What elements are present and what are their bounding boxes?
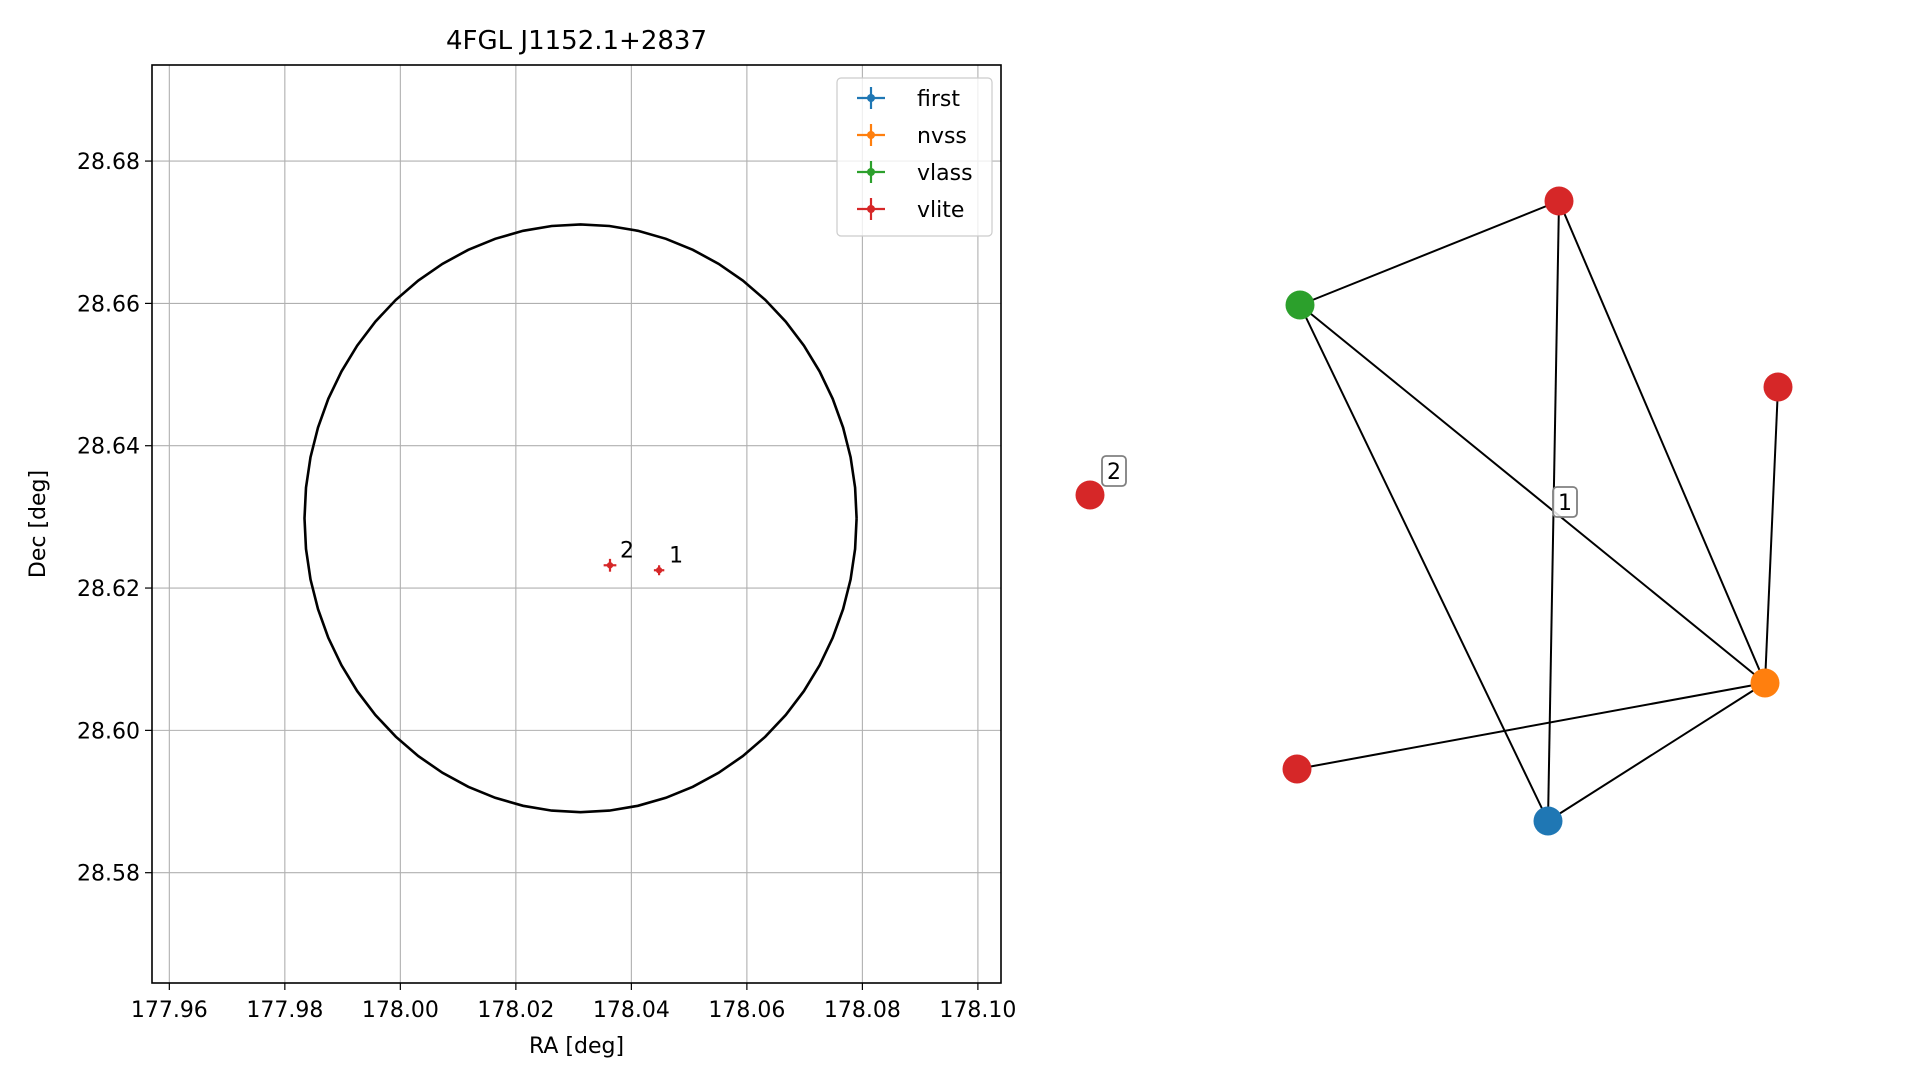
y-tick-label: 28.68 (77, 150, 140, 175)
legend: first nvss vlass vlite (836, 77, 993, 237)
source-label: 1 (669, 543, 683, 568)
graph-nodes (1075, 186, 1793, 836)
plot-title: 4FGL J1152.1+2837 (446, 26, 707, 56)
source-label: 2 (620, 538, 634, 563)
x-tick-label: 178.10 (939, 998, 1016, 1023)
graph-edge (1547, 682, 1766, 822)
graph-label-text: 2 (1107, 460, 1121, 485)
y-axis-label: Dec [deg] (26, 470, 51, 578)
y-tick-label: 28.66 (77, 292, 140, 317)
y-tick-label: 28.58 (77, 862, 140, 887)
graph-node-vlass (1285, 290, 1315, 320)
y-tick-label: 28.60 (77, 719, 140, 744)
localization-ellipse-layer (303, 223, 858, 814)
legend-box (836, 77, 993, 237)
legend-item-nvss: nvss (857, 124, 967, 149)
x-axis-label: RA [deg] (529, 1034, 624, 1059)
graph-edge (1296, 682, 1766, 770)
source-2: 2 (603, 538, 634, 572)
y-axis-ticks: 28.58 28.60 28.62 28.64 28.66 28.68 (77, 150, 152, 887)
graph-label-text: 1 (1558, 491, 1572, 516)
legend-label: vlass (917, 161, 973, 186)
graph-node-nvss (1750, 668, 1780, 698)
source-1: 1 (653, 543, 683, 576)
association-graph-panel: 21 (1075, 186, 1793, 836)
localization-ellipse (303, 223, 858, 814)
graph-labels: 21 (1101, 455, 1578, 518)
graph-node-vlite (1544, 186, 1574, 216)
legend-marker-dot (867, 205, 875, 213)
source-marker (655, 567, 663, 574)
legend-label: nvss (917, 124, 967, 149)
graph-edge (1299, 304, 1766, 684)
graph-label-box (1101, 455, 1127, 487)
legend-marker-dot (867, 131, 875, 139)
x-tick-label: 178.04 (593, 998, 670, 1023)
x-tick-label: 177.96 (131, 998, 208, 1023)
graph-edge (1558, 200, 1766, 684)
x-tick-label: 178.00 (362, 998, 439, 1023)
legend-item-first: first (857, 87, 960, 112)
graph-edge (1764, 386, 1779, 684)
graph-group-label: 1 (1552, 486, 1578, 518)
legend-marker-dot (867, 168, 875, 176)
legend-label: first (917, 87, 960, 112)
legend-item-vlite: vlite (857, 198, 964, 223)
x-tick-label: 178.02 (477, 998, 554, 1023)
graph-node-first (1533, 806, 1563, 836)
y-tick-label: 28.64 (77, 435, 140, 460)
graph-edge (1299, 200, 1560, 306)
graph-label-box (1552, 486, 1578, 518)
y-tick-label: 28.62 (77, 577, 140, 602)
x-tick-label: 178.08 (824, 998, 901, 1023)
source-marker (606, 562, 614, 569)
graph-edges (1296, 200, 1779, 822)
graph-node-vlite (1075, 480, 1105, 510)
legend-label: vlite (917, 198, 964, 223)
graph-edge (1299, 304, 1549, 822)
graph-node-label: 2 (1101, 455, 1127, 487)
x-tick-label: 177.98 (246, 998, 323, 1023)
axes-frame (151, 64, 1002, 984)
graph-node-vlite (1763, 372, 1793, 402)
legend-marker-dot (867, 94, 875, 102)
x-axis-ticks: 177.96 177.98 178.00 178.02 178.04 178.06 178.… (131, 983, 1016, 1023)
legend-item-vlass: vlass (857, 161, 973, 186)
graph-node-vlite (1282, 754, 1312, 784)
x-tick-label: 178.06 (708, 998, 785, 1023)
